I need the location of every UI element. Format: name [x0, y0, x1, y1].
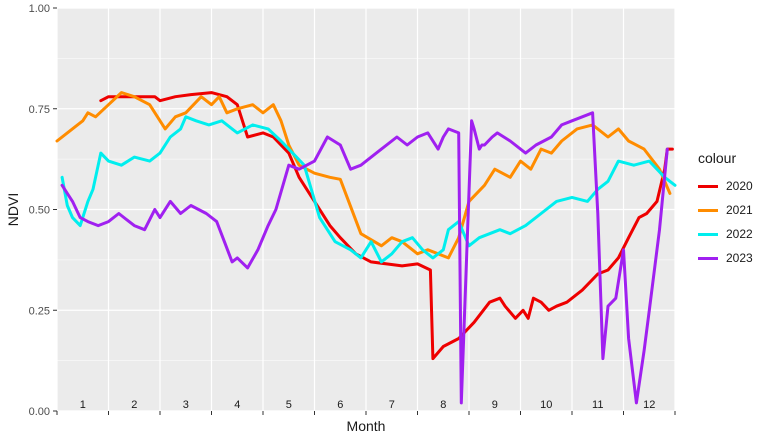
- legend-item-2022: 2022: [698, 222, 753, 246]
- legend-label: 2022: [726, 227, 753, 241]
- month-label: 8: [440, 399, 446, 411]
- y-axis-title: NDVI: [5, 193, 21, 226]
- month-label: 11: [592, 399, 603, 411]
- legend-title: colour: [698, 150, 737, 166]
- series-line-2022: [60, 115, 677, 264]
- month-label: 10: [540, 399, 552, 411]
- series-line-2023: [60, 111, 669, 405]
- legend-swatch: [698, 232, 718, 236]
- month-label: 3: [183, 399, 189, 411]
- legend-label: 2021: [726, 203, 753, 217]
- x-axis-title: Month: [347, 418, 386, 434]
- y-tick-label: 0.00: [29, 406, 50, 418]
- legend-swatch: [698, 208, 718, 212]
- month-label: 4: [234, 399, 240, 411]
- month-label: 9: [492, 399, 498, 411]
- series-line-2020: [99, 91, 674, 361]
- legend-item-2023: 2023: [698, 246, 753, 270]
- month-labels: 1 2 3 4 5 6 7 8 9 10 11 12: [80, 399, 656, 411]
- y-axis: 0.00 0.25 0.50 0.75 1.00: [29, 3, 57, 418]
- series-line-2021: [55, 91, 672, 260]
- legend-items: 2020 2021 2022 2023: [698, 174, 753, 270]
- legend: colour 2020 2021 2022 2023: [698, 150, 753, 270]
- month-label: 1: [80, 399, 86, 411]
- month-label: 12: [643, 399, 655, 411]
- y-tick-label: 0.50: [29, 205, 50, 217]
- legend-item-2020: 2020: [698, 174, 753, 198]
- y-tick-label: 1.00: [29, 3, 50, 15]
- month-label: 6: [337, 399, 343, 411]
- x-axis: [56, 411, 676, 415]
- legend-label: 2020: [726, 179, 753, 193]
- y-tick-label: 0.25: [29, 305, 50, 317]
- month-label: 2: [131, 399, 137, 411]
- y-tick-label: 0.75: [29, 104, 50, 116]
- legend-swatch: [698, 184, 718, 188]
- legend-item-2021: 2021: [698, 198, 753, 222]
- legend-swatch: [698, 256, 718, 260]
- month-label: 5: [286, 399, 292, 411]
- series-layer: [55, 91, 677, 405]
- legend-label: 2023: [726, 251, 753, 265]
- month-label: 7: [389, 399, 395, 411]
